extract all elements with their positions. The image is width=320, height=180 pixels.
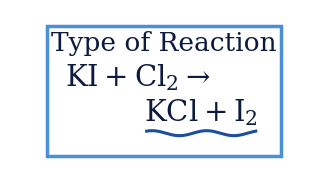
Text: $\mathregular{KCl + I_2}$: $\mathregular{KCl + I_2}$ — [144, 97, 258, 128]
Text: $\mathregular{KI + Cl_2 \rightarrow}$: $\mathregular{KI + Cl_2 \rightarrow}$ — [65, 62, 211, 93]
FancyBboxPatch shape — [47, 26, 281, 156]
Text: Type of Reaction: Type of Reaction — [51, 31, 277, 56]
